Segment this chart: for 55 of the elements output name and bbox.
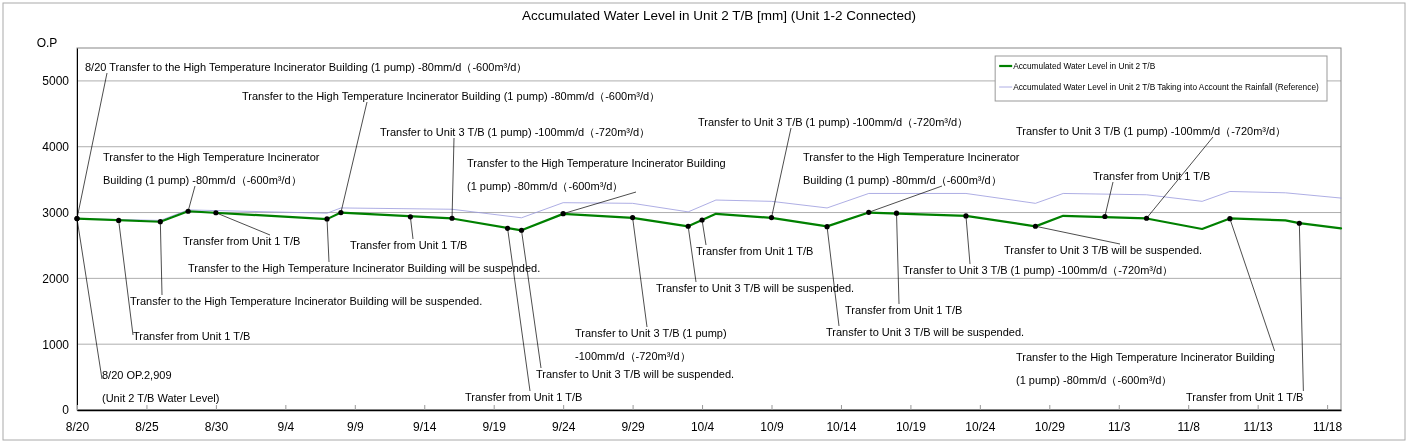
legend-label: Accumulated Water Level in Unit 2 T/B bbox=[1013, 61, 1156, 71]
annotation: Transfer to the High Temperature Incinerator Building (1 pump) -80mm/d（-600m³/d） bbox=[803, 151, 1020, 186]
x-tick-label: 11/18 bbox=[1313, 419, 1343, 434]
x-tick-label: 9/29 bbox=[621, 419, 646, 434]
annotation: Transfer to the High Temperature Incinerator Building will be suspended. bbox=[188, 262, 541, 274]
x-tick-label: 9/9 bbox=[346, 419, 364, 434]
annotation: Transfer to Unit 3 T/B (1 pump) -100mm/d（-720m³/d） bbox=[903, 264, 1174, 276]
y-tick-label: 1000 bbox=[42, 337, 70, 352]
x-tick-label: 9/4 bbox=[277, 419, 295, 434]
y-tick-label: 5000 bbox=[42, 74, 70, 89]
x-tick-label: 8/20 bbox=[65, 419, 90, 434]
annotation: Transfer to the High Temperature Incinerator Building (1 pump) -80mm/d（-600m³/d） bbox=[1016, 351, 1275, 386]
annotation: Transfer to Unit 3 T/B will be suspended. bbox=[536, 368, 735, 380]
x-tick-label: 9/19 bbox=[482, 419, 507, 434]
y-tick-label: 4000 bbox=[42, 140, 70, 155]
annotation: Transfer to the High Temperature Incinerator Building (1 pump) -80mm/d（-600m³/d） bbox=[467, 157, 726, 192]
annotation: 8/20 OP.2,909 (Unit 2 T/B Water Level) bbox=[102, 369, 220, 404]
annotation: Transfer from Unit 1 T/B bbox=[133, 330, 251, 342]
annotation: Transfer to Unit 3 T/B (1 pump) -100mm/d（-720m³/d） bbox=[698, 116, 969, 128]
annotation: Transfer from Unit 1 T/B bbox=[696, 245, 814, 257]
annotation: Transfer from Unit 1 T/B bbox=[845, 304, 963, 316]
annotation: Transfer to the High Temperature Incinerator Building (1 pump) -80mm/d（-600m³/d） bbox=[103, 151, 320, 186]
annotation: Transfer from Unit 1 T/B bbox=[350, 239, 468, 251]
x-tick-label: 9/14 bbox=[413, 419, 437, 434]
x-tick-label: 10/9 bbox=[760, 419, 785, 434]
x-tick-label: 11/13 bbox=[1243, 419, 1274, 434]
x-tick-label: 9/24 bbox=[551, 419, 576, 434]
legend-label: Accumulated Water Level in Unit 2 T/B Taking into Account the Rainfall (Reference) bbox=[1013, 82, 1319, 92]
annotation: Transfer to Unit 3 T/B (1 pump) -100mm/d（-720m³/d） bbox=[1016, 125, 1287, 137]
annotation: Transfer to Unit 3 T/B will be suspended. bbox=[656, 282, 855, 294]
x-tick-label: 8/30 bbox=[204, 419, 229, 434]
x-tick-label: 10/4 bbox=[690, 419, 715, 434]
annotation: Transfer to Unit 3 T/B (1 pump) -100mm/d（-720m³/d） bbox=[380, 126, 651, 138]
y-tick-label: 2000 bbox=[42, 271, 70, 286]
annotation: Transfer from Unit 1 T/B bbox=[1186, 391, 1304, 403]
x-tick-label: 10/19 bbox=[895, 419, 927, 434]
x-tick-label: 8/25 bbox=[135, 419, 159, 434]
annotation: Transfer to Unit 3 T/B (1 pump) -100mm/d（-720m³/d） bbox=[575, 327, 727, 362]
annotation: Transfer to Unit 3 T/B will be suspended. bbox=[826, 326, 1025, 338]
x-tick-label: 11/8 bbox=[1177, 419, 1201, 434]
annotation: Transfer to the High Temperature Incinerator Building (1 pump) -80mm/d（-600m³/d） bbox=[242, 90, 661, 102]
y-tick-label: 0 bbox=[62, 403, 70, 418]
annotation: Transfer from Unit 1 T/B bbox=[1093, 170, 1211, 182]
x-tick-label: 11/3 bbox=[1108, 419, 1131, 434]
x-tick-label: 10/29 bbox=[1034, 419, 1066, 434]
y-axis-title: O.P bbox=[36, 36, 58, 50]
annotation: Transfer from Unit 1 T/B bbox=[465, 391, 583, 403]
x-tick-label: 10/14 bbox=[826, 419, 857, 434]
y-tick-label: 3000 bbox=[42, 205, 70, 220]
annotation: Transfer from Unit 1 T/B bbox=[183, 235, 301, 247]
x-tick-label: 10/24 bbox=[965, 419, 996, 434]
annotation: 8/20 Transfer to the High Temperature Incinerator Building (1 pump) -80mm/d（-600m³/d） bbox=[85, 61, 528, 73]
chart-title: Accumulated Water Level in Unit 2 T/B [mm] (Unit 1-2 Connected) bbox=[522, 8, 916, 23]
annotation: Transfer to the High Temperature Incinerator Building will be suspended. bbox=[130, 295, 483, 307]
annotation: Transfer to Unit 3 T/B will be suspended. bbox=[1004, 244, 1203, 256]
